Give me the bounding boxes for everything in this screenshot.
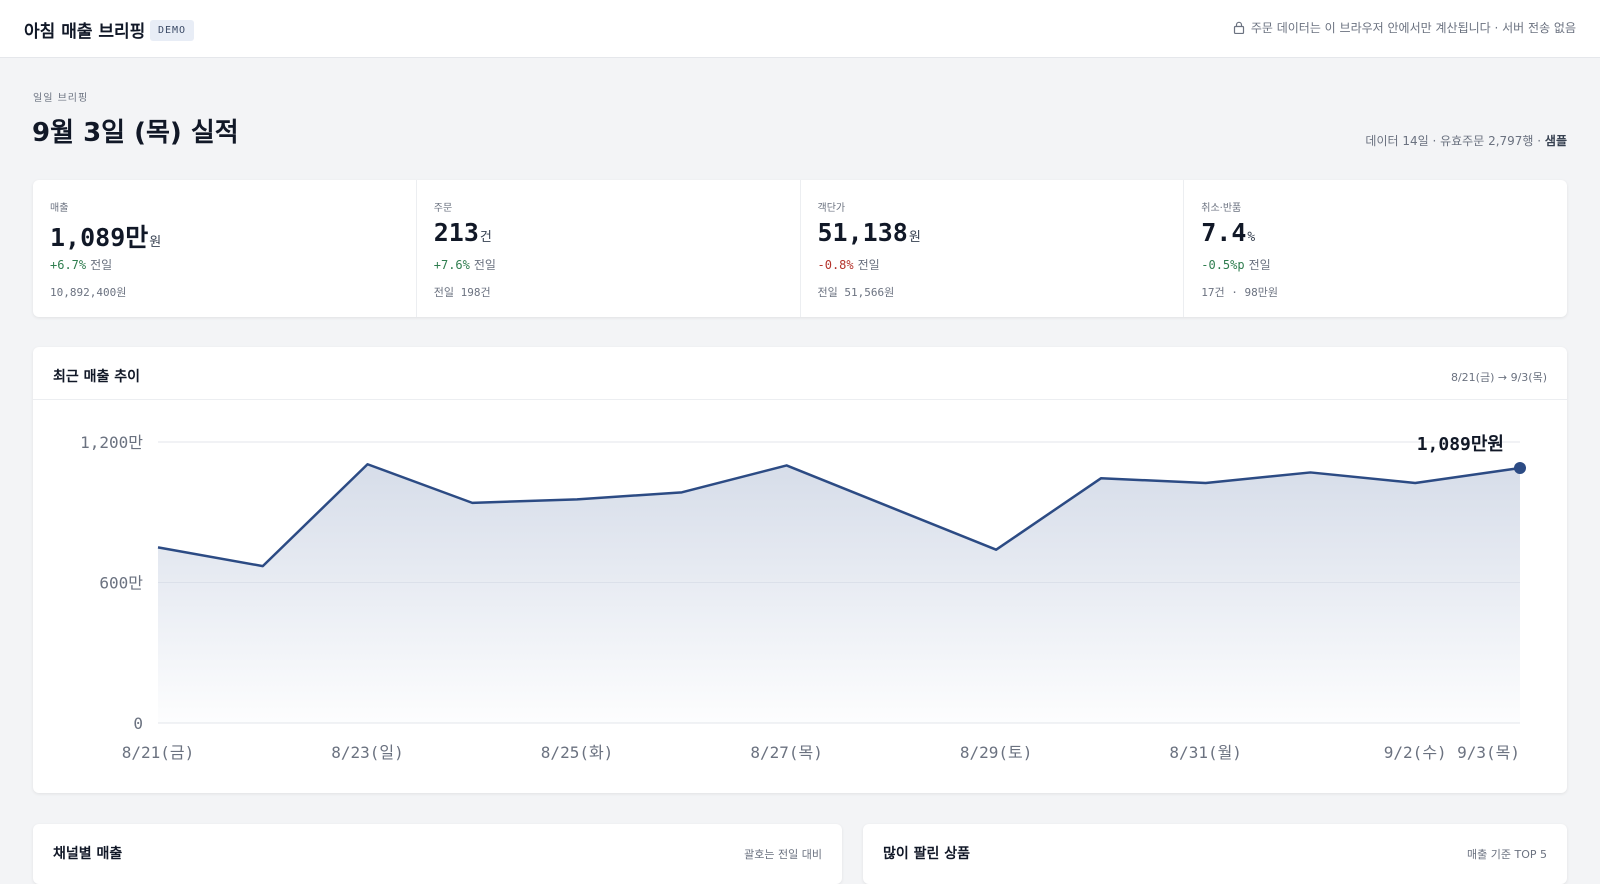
privacy-text: 주문 데이터는 이 브라우저 안에서만 계산됩니다 · 서버 전송 없음: [1250, 21, 1576, 35]
top-bar: 아침 매출 브리핑 DEMO 주문 데이터는 이 브라우저 안에서만 계산됩니다…: [0, 0, 1600, 58]
kpi-value: 1,089만원: [50, 223, 162, 252]
x-tick-label: 8/27(목): [750, 743, 823, 762]
kpi-label: 객단가: [817, 203, 846, 214]
x-tick-label: 8/25(화): [541, 743, 614, 762]
kpi-sub: 17건 · 98만원: [1201, 286, 1278, 299]
last-point-label: 1,089만원: [1417, 434, 1504, 455]
kpi-label: 취소·반품: [1201, 203, 1242, 214]
kpi-label: 매출: [50, 203, 69, 214]
channel-card-header: 채널별 매출 괄호는 전일 대비: [33, 824, 842, 877]
kpi-delta: +6.7% 전일: [50, 258, 113, 272]
channel-card: 채널별 매출 괄호는 전일 대비: [33, 824, 842, 884]
kpi-revenue: 매출 1,089만원 +6.7% 전일 10,892,400원: [33, 180, 417, 317]
kpi-delta: +7.6% 전일: [433, 258, 496, 272]
x-tick-label: 8/29(토): [960, 743, 1033, 762]
privacy-note: 주문 데이터는 이 브라우저 안에서만 계산됩니다 · 서버 전송 없음: [1233, 19, 1576, 36]
y-tick-label: 1,200만: [80, 433, 143, 452]
x-tick-label: 9/3(목): [1457, 743, 1520, 762]
kpi-avg-order-value: 객단가 51,138원 -0.8% 전일 전일 51,566원: [801, 180, 1185, 317]
kpi-cancel-return: 취소·반품 7.4% -0.5%p 전일 17건 · 98만원: [1184, 180, 1567, 317]
trend-title: 최근 매출 추이: [53, 369, 141, 385]
channel-note: 괄호는 전일 대비: [744, 848, 822, 861]
data-meta: 데이터 14일 · 유효주문 2,797행 · 샘플: [1365, 132, 1567, 149]
kpi-label: 주문: [433, 203, 453, 214]
trend-range: 8/21(금) → 9/3(목): [1450, 371, 1547, 384]
top-products-card: 많이 팔린 상품 매출 기준 TOP 5: [863, 824, 1567, 884]
kpi-value: 213건: [433, 218, 492, 247]
lock-icon: [1233, 21, 1244, 34]
page-title: 9월 3일 (목) 실적: [32, 118, 239, 148]
x-tick-label: 8/31(월): [1169, 743, 1242, 762]
kpi-card: 매출 1,089만원 +6.7% 전일 10,892,400원 주문 213건 +…: [33, 180, 1567, 317]
x-tick-label: 9/2(수): [1384, 743, 1447, 762]
kpi-sub: 전일 198건: [433, 286, 491, 299]
kpi-orders: 주문 213건 +7.6% 전일 전일 198건: [417, 180, 801, 317]
y-tick-label: 600만: [99, 574, 143, 593]
kpi-delta: -0.5%p 전일: [1201, 258, 1271, 272]
top-products-card-header: 많이 팔린 상품 매출 기준 TOP 5: [863, 824, 1567, 877]
revenue-trend-chart: 0 600만 1,200만 1,089만원 8/21(금) 8/23(일) 8/25(화) 8…: [80, 433, 1526, 762]
kpi-value: 51,138원: [817, 218, 921, 247]
trend-card-header: 최근 매출 추이 8/21(금) → 9/3(목): [33, 347, 1567, 400]
data-meta-text: 데이터 14일 · 유효주문 2,797행 ·: [1365, 134, 1545, 148]
x-tick-label: 8/21(금): [122, 743, 195, 762]
trend-card: 최근 매출 추이 8/21(금) → 9/3(목) 0 600만 1,200만 1,0…: [33, 347, 1567, 793]
kpi-sub: 10,892,400원: [50, 286, 127, 299]
kpi-sub: 전일 51,566원: [817, 286, 895, 299]
area-fill: [158, 464, 1520, 723]
top-products-title: 많이 팔린 상품: [883, 846, 971, 862]
sample-label: 샘플: [1544, 134, 1567, 148]
channel-title: 채널별 매출: [53, 846, 123, 862]
series-line: [157, 462, 1521, 568]
y-tick-label: 0: [133, 714, 143, 733]
kpi-value: 7.4%: [1201, 218, 1256, 247]
last-point-marker: [1514, 461, 1526, 474]
app-title: 아침 매출 브리핑: [24, 22, 146, 42]
demo-badge: DEMO: [150, 20, 195, 41]
x-tick-label: 8/23(일): [331, 743, 404, 762]
kpi-delta: -0.8% 전일: [817, 258, 880, 272]
page-eyebrow: 일일 브리핑: [33, 93, 89, 104]
top-products-note: 매출 기준 TOP 5: [1467, 848, 1547, 861]
